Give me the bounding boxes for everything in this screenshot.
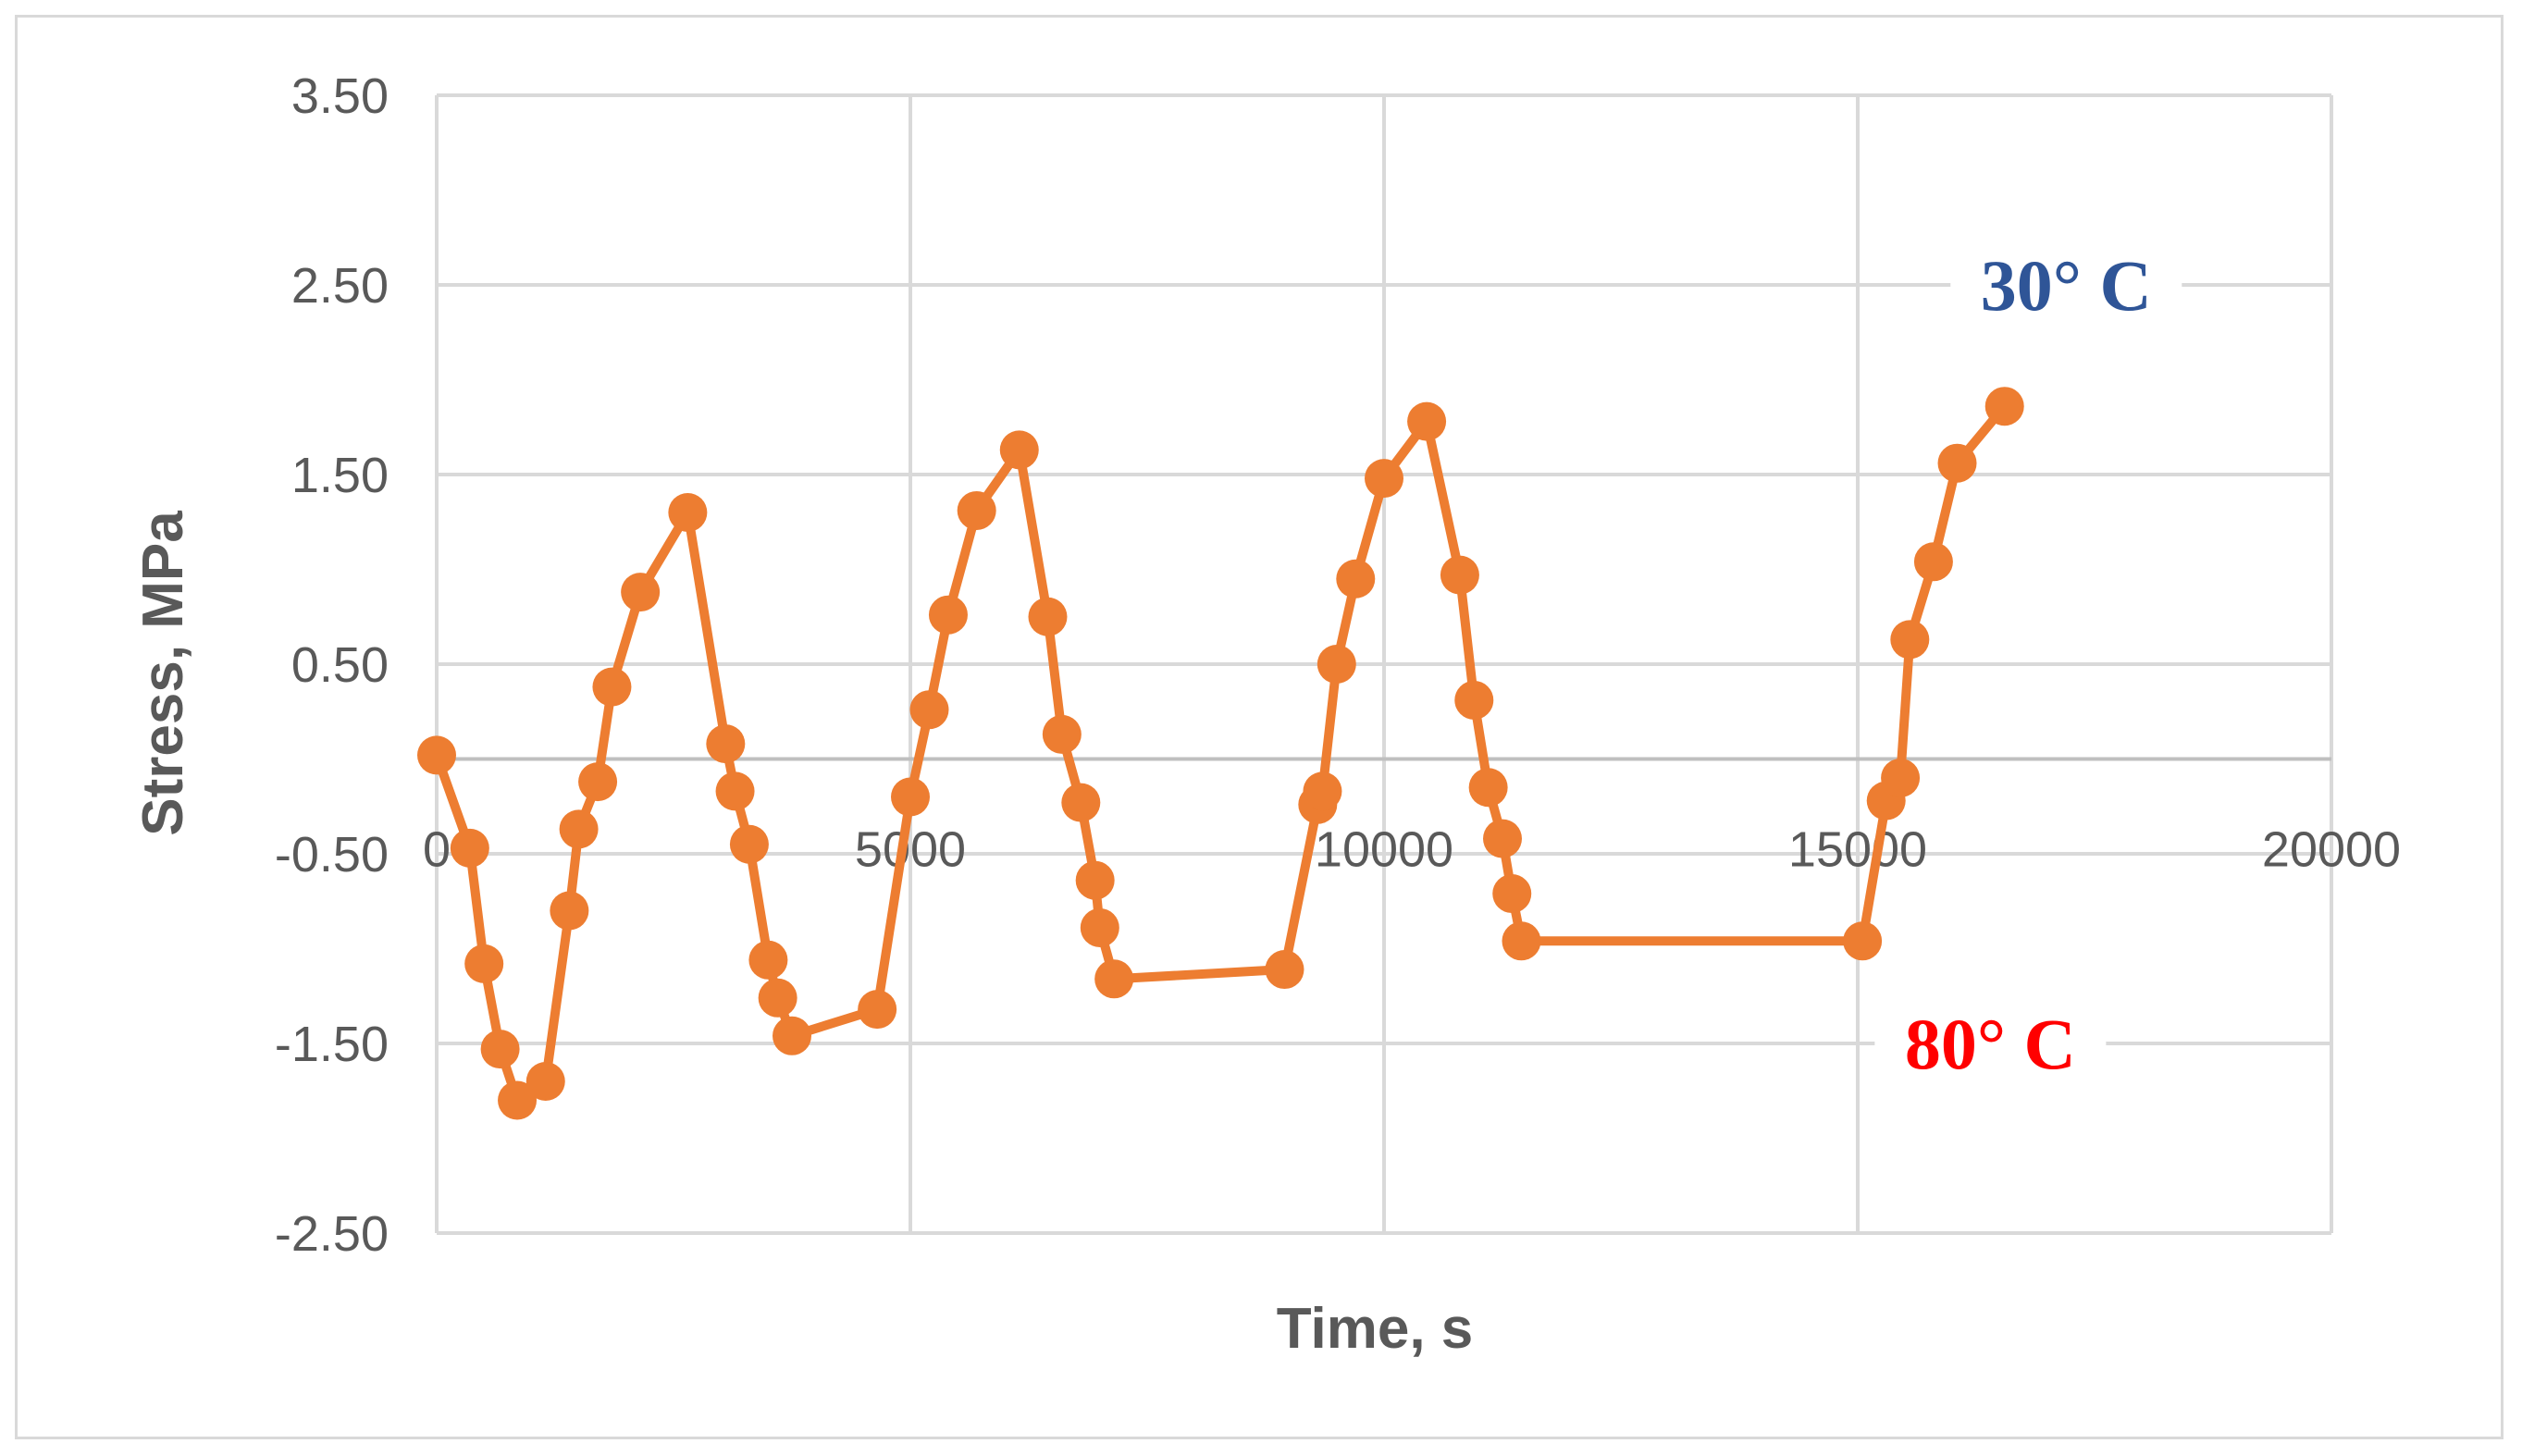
data-point	[1061, 783, 1101, 822]
data-point	[498, 1080, 538, 1120]
x-axis-title: Time, s	[1277, 1297, 1474, 1361]
annotations: 30° C 80° C	[1874, 237, 2182, 1092]
data-point	[748, 940, 788, 980]
y-tick-label: -0.50	[275, 827, 389, 882]
x-tick-label: 10000	[1315, 822, 1453, 878]
y-tick-label: -2.50	[275, 1206, 389, 1262]
data-point	[957, 490, 996, 530]
y-axis-title: Stress, MPa	[131, 511, 195, 836]
gridlines	[435, 93, 2333, 1235]
y-axis-ticks: 3.50 2.50 1.50 0.50 -0.50 -1.50 -2.50	[275, 68, 389, 1262]
data-point	[550, 891, 589, 931]
y-tick-label: 2.50	[291, 258, 389, 314]
data-point	[715, 771, 755, 811]
x-tick-label: 5000	[855, 822, 966, 878]
data-point	[999, 430, 1039, 470]
data-point	[464, 944, 504, 983]
x-axis-ticks: 0 5000 10000 15000 20000	[423, 822, 2401, 878]
data-point	[417, 735, 456, 775]
data-point	[1094, 959, 1134, 999]
data-point	[1483, 819, 1522, 858]
data-point	[525, 1062, 565, 1101]
temperature-annotation: 80° C	[1905, 1004, 2076, 1084]
data-point	[773, 1016, 811, 1055]
y-tick-label: 3.50	[291, 68, 389, 124]
y-tick-label: -1.50	[275, 1017, 389, 1072]
data-point	[858, 990, 897, 1030]
data-point	[1317, 645, 1356, 684]
data-point	[1913, 542, 1953, 582]
data-point	[909, 690, 949, 730]
data-point	[1492, 874, 1532, 914]
x-tick-label: 15000	[1788, 822, 1927, 878]
data-point	[480, 1030, 520, 1069]
x-tick-label: 20000	[2262, 822, 2401, 878]
data-point	[668, 493, 708, 532]
annotation-backdrop	[1950, 237, 2182, 333]
y-tick-label: 1.50	[291, 448, 389, 503]
data-point	[1440, 555, 1479, 595]
stress-time-chart: 3.50 2.50 1.50 0.50 -0.50 -1.50 -2.50 0 5000 100…	[131, 68, 2401, 1361]
data-point	[1502, 921, 1541, 961]
data-point	[891, 777, 930, 817]
data-point	[450, 828, 489, 868]
y-tick-label: 0.50	[291, 637, 389, 693]
data-point	[1080, 907, 1119, 947]
data-point	[1075, 860, 1115, 900]
chart-area: 3.50 2.50 1.50 0.50 -0.50 -1.50 -2.50 0 5000 100…	[15, 15, 2503, 1439]
data-point	[729, 824, 769, 864]
data-point	[578, 762, 618, 802]
annotation-backdrop	[1874, 995, 2107, 1092]
data-point	[1890, 620, 1930, 660]
data-point	[758, 978, 797, 1018]
data-point	[1042, 714, 1082, 754]
series-layer	[417, 387, 2024, 1120]
data-point	[621, 573, 661, 612]
data-point	[559, 809, 599, 849]
data-point	[1881, 759, 1921, 797]
data-point	[1365, 459, 1403, 499]
data-point	[1336, 559, 1376, 598]
data-point	[1454, 680, 1494, 720]
data-point	[1984, 387, 2024, 426]
data-point	[1468, 768, 1508, 808]
data-point	[1937, 443, 1977, 483]
data-point	[1265, 950, 1304, 990]
data-point	[1303, 771, 1342, 811]
data-point	[1407, 401, 1447, 441]
x-tick-label: 0	[423, 822, 451, 878]
data-point	[706, 724, 746, 764]
data-point	[928, 595, 968, 635]
data-point	[592, 667, 632, 707]
data-point	[1028, 597, 1068, 636]
temperature-annotation: 30° C	[1981, 245, 2152, 326]
data-point	[1843, 921, 1883, 961]
